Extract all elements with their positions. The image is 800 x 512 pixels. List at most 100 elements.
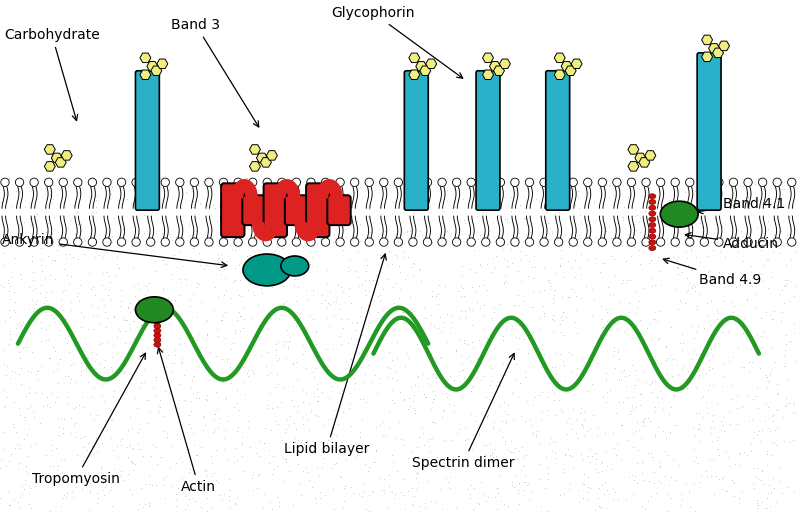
- Point: [578, 431, 590, 439]
- Point: [473, 231, 486, 239]
- Point: [354, 237, 367, 245]
- Point: [775, 317, 788, 325]
- Point: [448, 376, 461, 385]
- Point: [292, 436, 305, 444]
- Point: [595, 458, 608, 466]
- Point: [426, 370, 439, 378]
- Point: [512, 290, 525, 298]
- Point: [516, 237, 529, 245]
- Point: [704, 203, 717, 211]
- Point: [698, 211, 711, 220]
- Point: [558, 230, 571, 239]
- Point: [218, 265, 230, 273]
- Point: [110, 180, 123, 188]
- Point: [686, 191, 698, 199]
- Point: [422, 477, 434, 485]
- Point: [313, 352, 326, 360]
- Point: [486, 314, 498, 322]
- Point: [458, 336, 470, 345]
- Point: [81, 353, 94, 361]
- Point: [482, 493, 494, 501]
- Point: [374, 297, 386, 305]
- Point: [599, 503, 612, 511]
- Point: [205, 452, 218, 460]
- Point: [35, 281, 48, 289]
- Point: [160, 433, 173, 441]
- Point: [138, 211, 150, 220]
- Point: [199, 359, 212, 368]
- Point: [490, 452, 502, 460]
- Point: [278, 300, 290, 308]
- Point: [225, 345, 238, 353]
- Point: [218, 395, 231, 403]
- Point: [153, 408, 166, 416]
- Point: [698, 324, 710, 332]
- Point: [22, 500, 35, 508]
- Point: [681, 274, 694, 282]
- Point: [646, 456, 659, 464]
- Point: [494, 200, 506, 208]
- Point: [733, 494, 746, 502]
- Point: [59, 315, 72, 324]
- Point: [554, 320, 566, 328]
- Point: [418, 345, 431, 353]
- Point: [5, 367, 18, 375]
- Point: [498, 254, 510, 263]
- Point: [107, 464, 120, 473]
- Point: [173, 380, 186, 388]
- Point: [717, 420, 730, 429]
- Point: [250, 260, 263, 268]
- Point: [424, 175, 437, 183]
- Point: [576, 220, 589, 228]
- Point: [403, 394, 416, 402]
- Point: [737, 231, 750, 240]
- Point: [426, 292, 438, 301]
- Point: [663, 428, 676, 436]
- Point: [51, 246, 64, 254]
- Point: [157, 284, 170, 292]
- Point: [722, 328, 734, 336]
- Point: [43, 403, 56, 412]
- Point: [201, 396, 214, 404]
- Point: [562, 185, 574, 193]
- Point: [404, 325, 417, 333]
- Point: [781, 279, 794, 287]
- Point: [228, 276, 241, 284]
- Point: [770, 441, 782, 450]
- Point: [462, 352, 475, 360]
- Point: [548, 177, 561, 185]
- Point: [18, 476, 31, 484]
- Point: [230, 494, 243, 502]
- Point: [394, 388, 407, 396]
- Point: [389, 231, 402, 240]
- Point: [501, 218, 514, 226]
- Point: [18, 416, 31, 424]
- Point: [576, 420, 589, 428]
- Point: [88, 325, 101, 333]
- Point: [701, 298, 714, 307]
- Point: [149, 300, 162, 308]
- Point: [707, 238, 720, 246]
- Point: [612, 375, 625, 383]
- Point: [762, 402, 774, 411]
- Point: [73, 401, 86, 410]
- Point: [98, 423, 111, 431]
- Point: [499, 437, 512, 445]
- Point: [732, 499, 745, 507]
- Point: [264, 230, 277, 239]
- Point: [461, 231, 474, 239]
- Point: [101, 314, 114, 323]
- Circle shape: [496, 178, 505, 186]
- Point: [302, 294, 314, 303]
- Point: [363, 462, 376, 471]
- Point: [132, 285, 145, 293]
- Point: [706, 246, 719, 254]
- Point: [15, 321, 28, 329]
- Point: [114, 467, 127, 475]
- Point: [336, 438, 349, 446]
- Point: [515, 277, 528, 285]
- Point: [64, 306, 77, 314]
- Point: [474, 179, 487, 187]
- Circle shape: [671, 238, 679, 246]
- Point: [289, 274, 302, 283]
